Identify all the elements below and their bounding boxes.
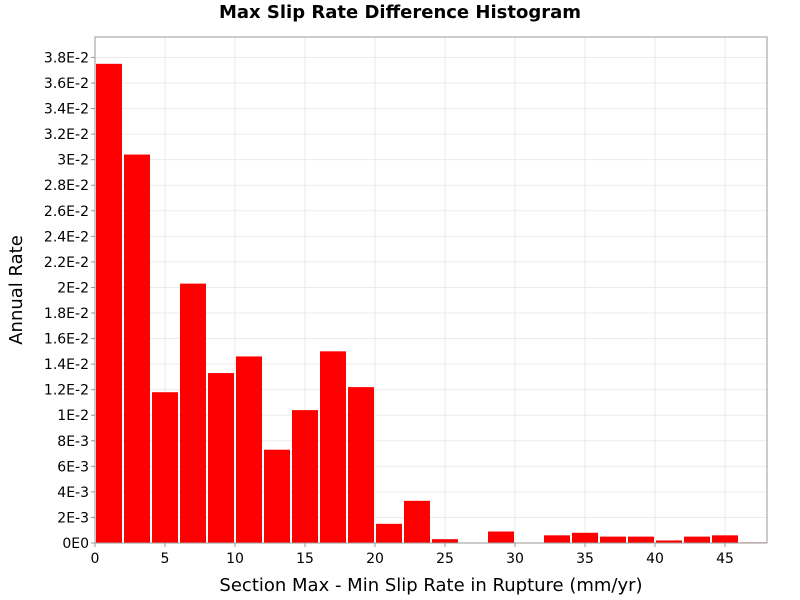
histogram-bar [180,283,206,543]
y-tick-label: 3.6E-2 [44,76,89,92]
histogram-bar [320,351,346,543]
plot-frame [94,36,768,544]
y-tick-label: 3.8E-2 [44,50,89,66]
histogram-bar [376,523,402,543]
y-tick-label: 2.6E-2 [44,204,89,220]
histogram-bar [712,535,738,543]
y-axis: 0E0 2E-3 4E-3 6E-3 8E-3 1E-2 1.2E-2 1.4E-2 1.6E-… [44,50,95,552]
y-tick-label: 3.4E-2 [44,102,89,118]
x-tick-label: 10 [226,551,244,567]
histogram-bar [404,500,430,543]
histogram-bar [544,535,570,543]
histogram-bar [572,532,598,543]
histogram-bar [96,63,122,543]
y-tick-label: 1.4E-2 [44,357,89,373]
x-tick-label: 35 [576,551,594,567]
x-tick-label: 20 [366,551,384,567]
histogram-bar [432,539,458,543]
histogram-bar [236,356,262,543]
x-tick-label: 0 [91,551,100,567]
x-tick-label: 30 [506,551,524,567]
y-tick-label: 1E-2 [57,408,89,424]
y-tick-label: 2.2E-2 [44,255,89,271]
histogram-bar [684,536,710,543]
y-axis-title: Annual Rate [6,235,27,345]
histogram-bar [292,410,318,543]
bars-layer [96,63,766,544]
histogram-bar [208,373,234,543]
x-axis-title: Section Max - Min Slip Rate in Rupture (… [219,575,642,596]
chart-title: Max Slip Rate Difference Histogram [218,2,581,23]
y-tick-label: 4E-3 [57,485,89,501]
histogram-bar [124,154,150,544]
x-tick-label: 15 [296,551,314,567]
x-tick-label: 40 [646,551,664,567]
y-tick-label: 0E0 [62,536,89,552]
x-tick-label: 25 [436,551,454,567]
y-tick-label: 2.8E-2 [44,178,89,194]
histogram-bar [600,536,626,543]
histogram-bar [264,449,290,543]
histogram-bar [628,536,654,543]
histogram-bar [152,392,178,543]
grid-layer [94,37,767,544]
y-tick-label: 3.2E-2 [44,127,89,143]
y-tick-label: 1.2E-2 [44,383,89,399]
histogram-bar [348,387,374,543]
y-tick-label: 6E-3 [57,459,89,475]
y-tick-label: 2E-2 [57,280,89,296]
y-tick-label: 8E-3 [57,434,89,450]
y-tick-label: 3E-2 [57,153,89,169]
histogram-bar [488,531,514,543]
x-axis: 0 5 10 15 20 25 30 35 40 45 [91,543,734,567]
y-tick-label: 1.8E-2 [44,306,89,322]
y-tick-label: 2E-3 [57,510,89,526]
y-tick-label: 1.6E-2 [44,332,89,348]
histogram-bar [656,540,682,543]
y-tick-label: 2.4E-2 [44,229,89,245]
x-tick-label: 45 [716,551,734,567]
x-tick-label: 5 [161,551,170,567]
